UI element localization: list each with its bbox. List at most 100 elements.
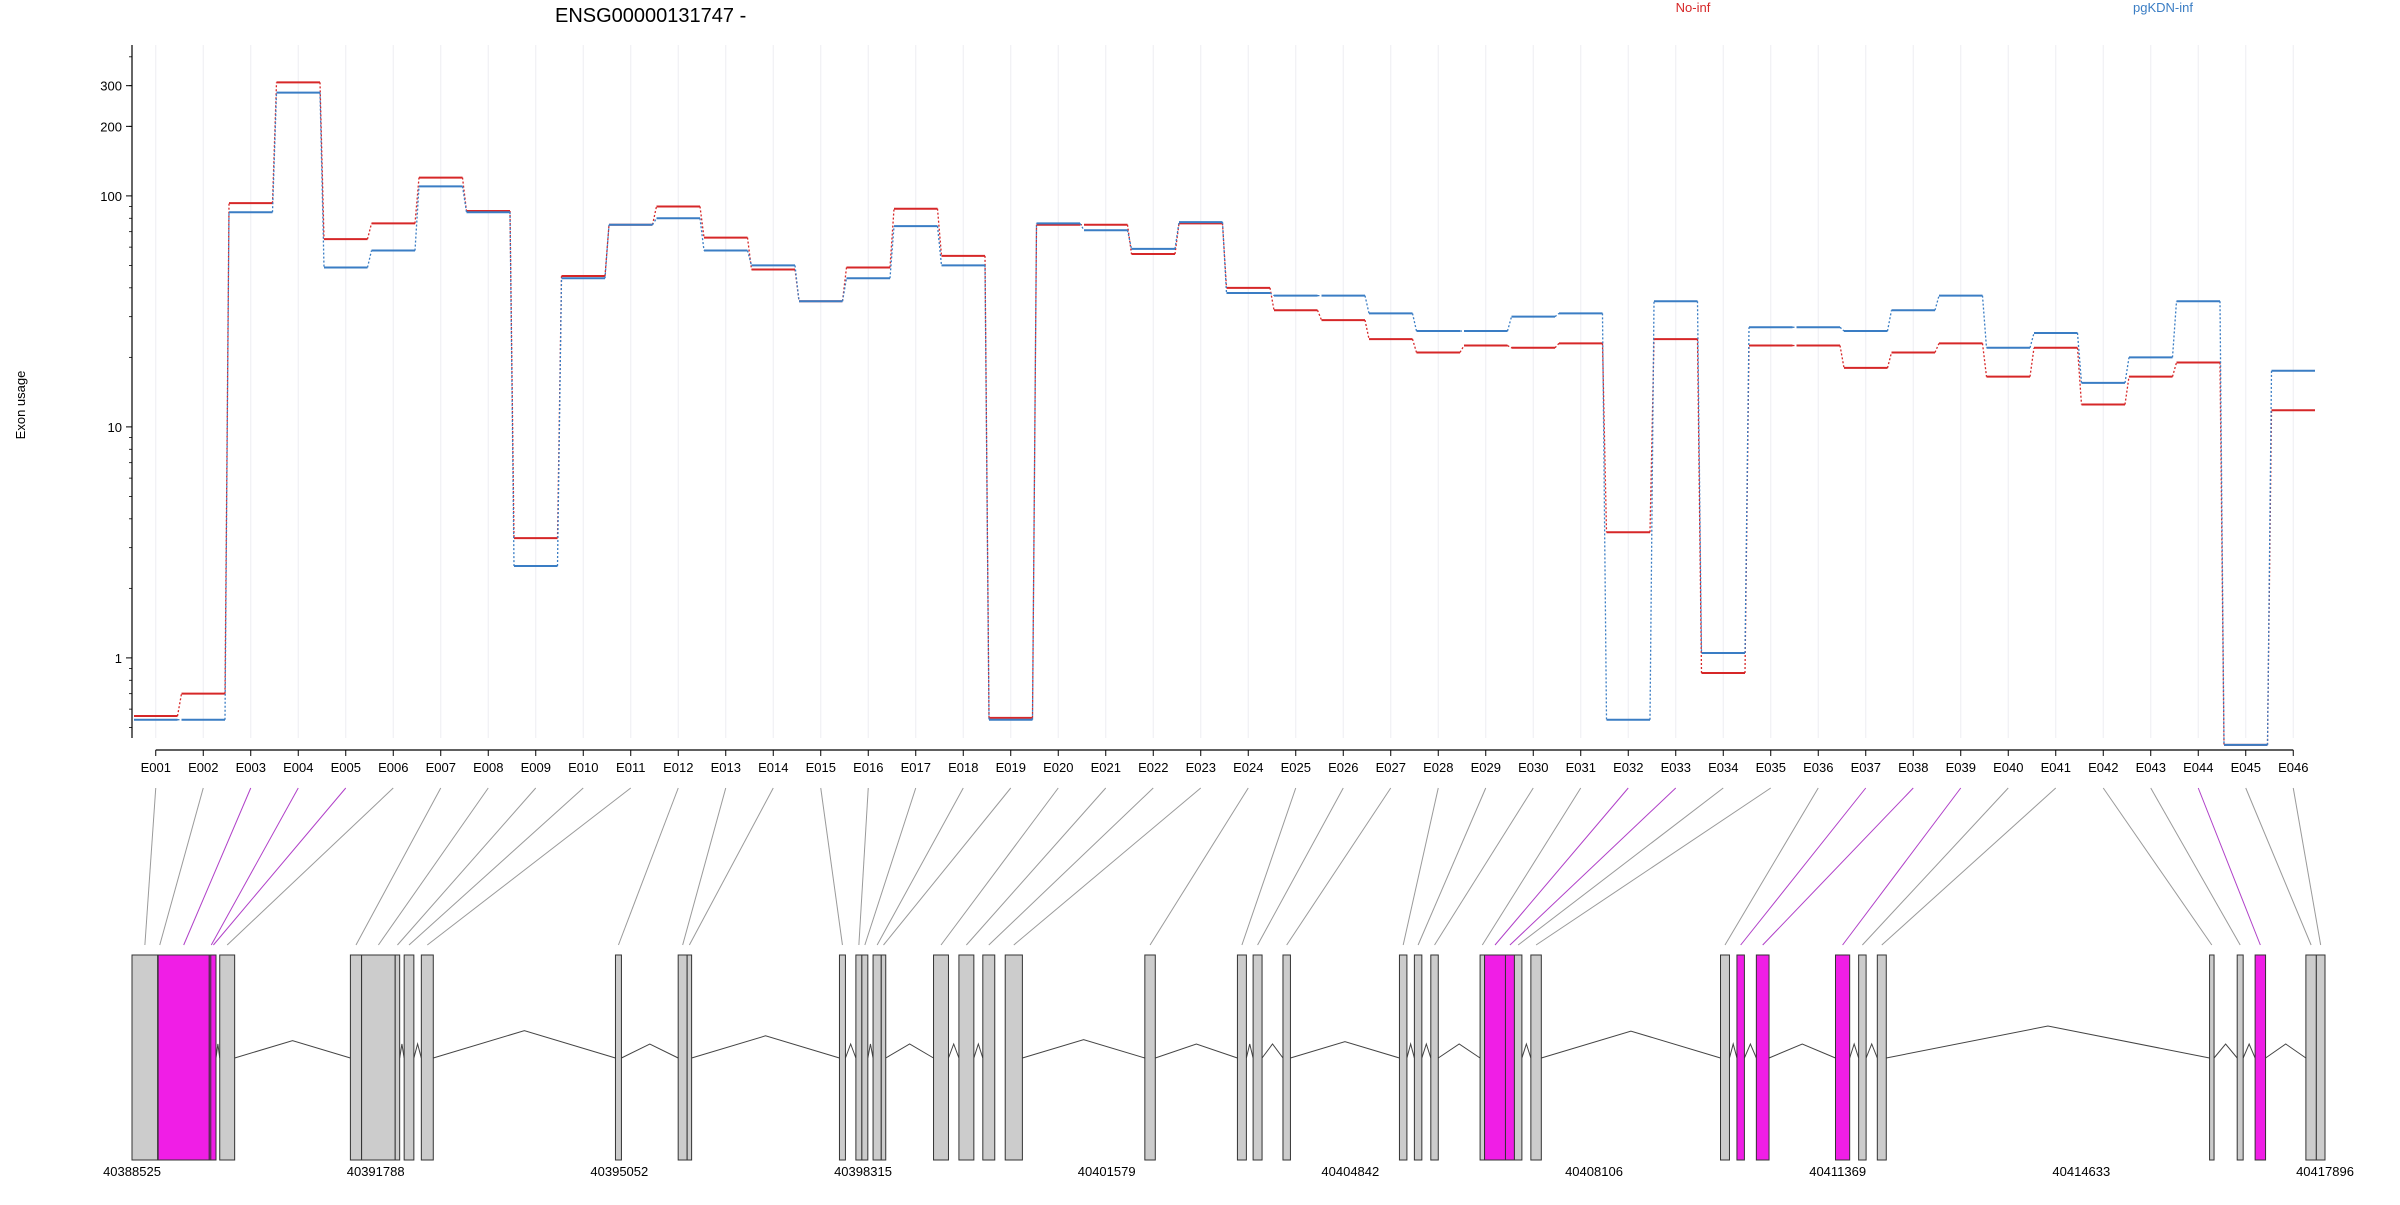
series-connector xyxy=(1126,230,1133,249)
exon-block xyxy=(1484,954,1506,1161)
exon-connector xyxy=(1494,787,1629,946)
series-connector xyxy=(2124,376,2130,405)
series-connector xyxy=(1031,223,1038,720)
exon-block xyxy=(1513,954,1523,1161)
series-connector xyxy=(1886,352,1893,369)
intron xyxy=(2265,1043,2307,1059)
x-tick-label: E031 xyxy=(1566,760,1596,775)
exon-connector xyxy=(408,787,584,946)
series-connector xyxy=(366,250,373,268)
x-tick-label: E006 xyxy=(378,760,408,775)
exon-block xyxy=(1479,954,1486,1161)
intron xyxy=(844,1042,857,1059)
grid-layer xyxy=(155,45,2294,738)
exon-connector xyxy=(966,787,1107,946)
exon-connector xyxy=(940,787,1059,946)
x-tick-label: E012 xyxy=(663,760,693,775)
coordinate-label: 40388525 xyxy=(103,1164,161,1179)
exon-connector xyxy=(682,787,727,946)
intron xyxy=(1849,1042,1860,1059)
series-connector xyxy=(2219,301,2225,745)
exon-connector xyxy=(1013,787,1202,946)
exon-connector xyxy=(883,787,1012,946)
exon-block xyxy=(394,954,401,1161)
exon-block xyxy=(210,954,217,1161)
exon-connector xyxy=(1842,787,1962,946)
coordinate-label: 40398315 xyxy=(834,1164,892,1179)
x-tick-label: E036 xyxy=(1803,760,1833,775)
exon-block xyxy=(1413,954,1423,1161)
x-tick-label: E020 xyxy=(1043,760,1073,775)
exon-block xyxy=(1282,954,1291,1161)
x-tick-label: E040 xyxy=(1993,760,2023,775)
exon-block xyxy=(131,954,159,1161)
exon-block xyxy=(420,954,434,1161)
x-tick-label: E013 xyxy=(711,760,741,775)
exon-block xyxy=(855,954,863,1161)
exon-block xyxy=(1858,954,1867,1161)
intron xyxy=(413,1042,422,1059)
x-tick-label: E039 xyxy=(1946,760,1976,775)
x-tick-label: E043 xyxy=(2136,760,2166,775)
exon-connector xyxy=(1517,787,1724,946)
series-connector xyxy=(2076,332,2083,383)
series-connector xyxy=(1839,345,1845,369)
x-tick-label: E038 xyxy=(1898,760,1928,775)
exon-block xyxy=(1834,954,1851,1161)
series-connector xyxy=(604,224,610,277)
intron xyxy=(1768,1043,1836,1059)
exon-connector xyxy=(2292,787,2322,946)
series-connector xyxy=(651,217,658,226)
x-tick-label: E034 xyxy=(1708,760,1738,775)
intron xyxy=(433,1030,616,1059)
x-tick-label: E003 xyxy=(236,760,266,775)
exon-connector xyxy=(2102,787,2213,946)
exon-connector xyxy=(617,787,679,946)
series-connector xyxy=(1364,295,1370,314)
series-connector xyxy=(936,226,943,266)
exon-connector xyxy=(2150,787,2241,946)
exon-block xyxy=(1004,954,1023,1161)
x-tick-label: E029 xyxy=(1471,760,1501,775)
intron xyxy=(1743,1042,1757,1059)
exon-block xyxy=(2305,954,2317,1161)
series-connector xyxy=(604,224,610,279)
series-connector xyxy=(1934,343,1940,353)
series-connector xyxy=(2076,347,2083,405)
exon-block xyxy=(1236,954,1247,1161)
x-tick-label: E017 xyxy=(901,760,931,775)
exon-connector xyxy=(688,787,774,946)
x-tick-label: E009 xyxy=(521,760,551,775)
x-tick-label: E028 xyxy=(1423,760,1453,775)
series-1 xyxy=(134,91,2315,746)
intron xyxy=(1521,1042,1532,1059)
exon-block xyxy=(1720,954,1730,1161)
y-tick-label: 10 xyxy=(108,420,122,435)
exon-connector xyxy=(1862,787,2009,946)
series-connector xyxy=(2124,357,2130,384)
exon-block xyxy=(880,954,887,1161)
intron xyxy=(2242,1042,2256,1059)
series-connector xyxy=(1886,310,1893,332)
series-connector xyxy=(1269,292,1275,297)
series-connector xyxy=(1316,309,1323,321)
intron xyxy=(2213,1043,2238,1059)
exon-block xyxy=(361,954,396,1161)
series-connector xyxy=(1126,224,1133,255)
series-0 xyxy=(134,81,2315,746)
exon-block xyxy=(1736,954,1745,1161)
exon-block xyxy=(403,954,415,1161)
legend-no-inf: No-inf xyxy=(1676,0,1711,15)
exon-block xyxy=(2236,954,2244,1161)
exon-connector xyxy=(876,787,964,946)
intron xyxy=(234,1040,351,1059)
intron xyxy=(691,1035,840,1059)
exon-block xyxy=(933,954,949,1161)
exon-connector xyxy=(159,787,204,946)
exon-block xyxy=(677,954,688,1161)
exon-connector xyxy=(355,787,442,946)
series-connector xyxy=(414,186,420,251)
intron xyxy=(215,1043,221,1059)
series-connector xyxy=(2171,362,2178,377)
exon-connector xyxy=(1509,787,1677,946)
